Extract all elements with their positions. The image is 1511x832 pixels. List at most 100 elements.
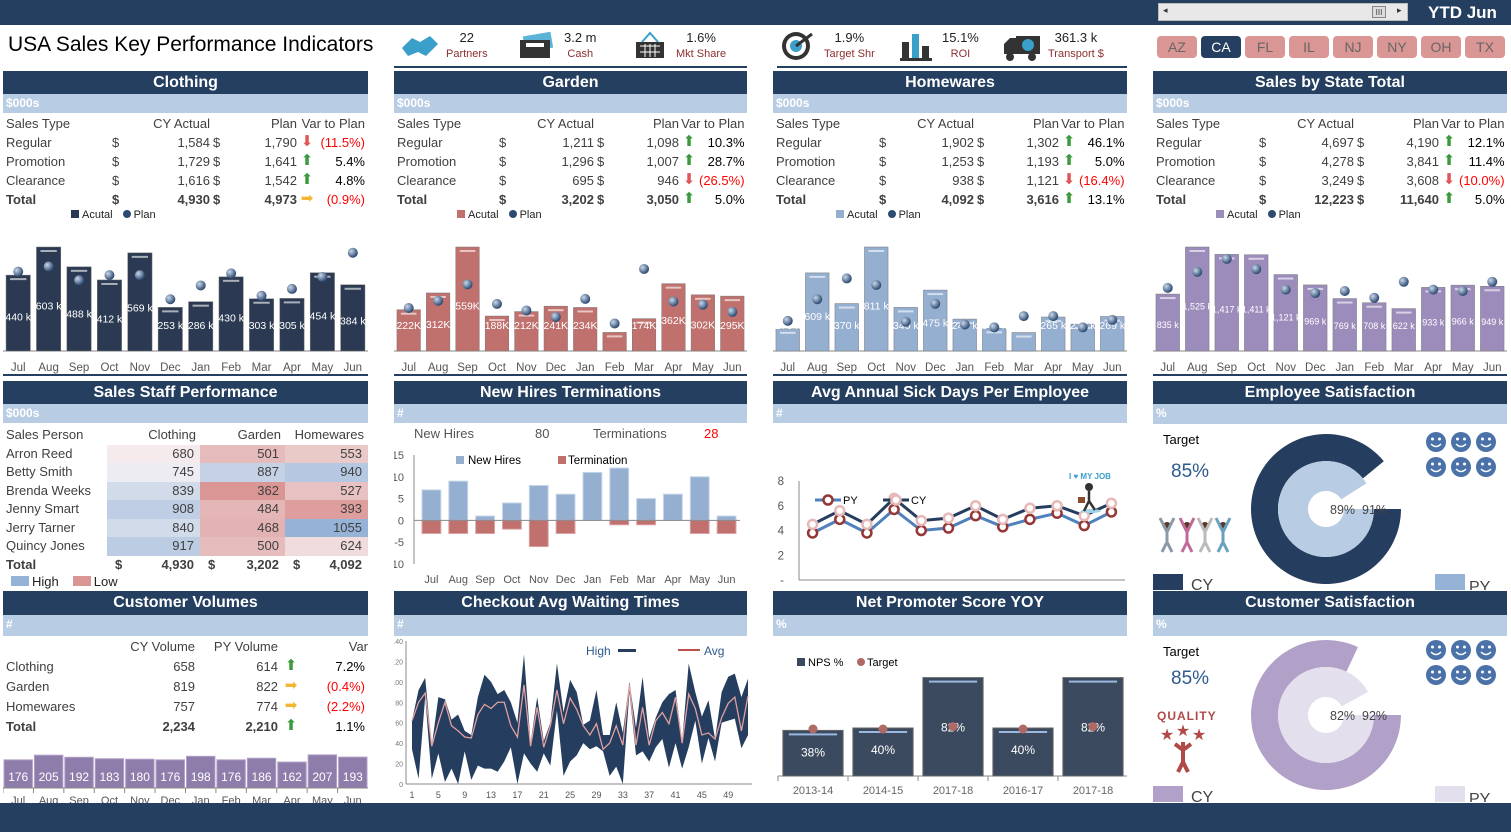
state-button-il[interactable]: IL	[1289, 36, 1329, 58]
kpi-text: 15.1% ROI	[942, 30, 979, 60]
new-hires-total: 80	[535, 426, 550, 441]
i-love-my-job-badge: I ♥ MY JOB	[1069, 472, 1111, 481]
arrow-up-icon: ⬆	[682, 133, 696, 150]
unit-band: $000s	[3, 404, 368, 423]
row-label: Promotion	[6, 154, 66, 169]
state-button-az[interactable]: AZ	[1157, 36, 1197, 58]
currency: $	[208, 556, 216, 572]
total-value: $3,202	[200, 556, 285, 575]
y-tick-label: -5	[394, 537, 404, 549]
cy-marker	[1051, 500, 1063, 512]
py-value-label: 92%	[1362, 709, 1387, 723]
py-marker	[1024, 513, 1036, 526]
volume-label: 198	[191, 770, 211, 784]
currency: $	[213, 135, 221, 150]
row-label: Clearance	[776, 173, 836, 188]
bar-highlight	[283, 301, 301, 304]
scroll-thumb[interactable]: III	[1372, 6, 1386, 18]
py-swatch	[1435, 786, 1465, 802]
month-label: Aug	[807, 362, 827, 374]
bar-highlight	[1159, 297, 1176, 300]
actual-value: 1,902	[941, 135, 974, 150]
header-sales-type: Sales Type	[776, 116, 841, 131]
header-plan: Plan	[270, 116, 297, 131]
state-button-ny[interactable]: NY	[1377, 36, 1417, 58]
bar-highlight	[162, 310, 179, 313]
month-label: Feb	[610, 574, 629, 586]
legend-low: Low	[72, 574, 118, 589]
plan-value: 3,841	[1406, 154, 1439, 169]
month-label: Feb	[605, 362, 625, 374]
actual-value: 3,202	[561, 192, 594, 207]
heat-cell: 362	[200, 481, 285, 500]
currency: $	[597, 154, 605, 169]
header-plan: Plan	[652, 116, 679, 131]
heat-cell: 908	[107, 500, 200, 519]
termination-bar	[421, 519, 442, 534]
month-label: May	[1452, 362, 1474, 374]
row-label: Promotion	[776, 154, 836, 169]
cy-value-label: 89%	[1330, 503, 1355, 517]
bar-value-label: 222K	[396, 320, 421, 332]
header-cy-actual: CY Actual	[153, 116, 210, 131]
kpi-text: 1.6% Mkt Share	[676, 30, 726, 60]
svg-text:★: ★	[1192, 727, 1206, 744]
scroll-right-icon[interactable]: ▸	[1397, 5, 1402, 15]
py-marker	[915, 524, 927, 537]
target-swatch	[857, 658, 865, 666]
sales-person-name: Jerry Tarner	[6, 519, 76, 535]
state-button-tx[interactable]: TX	[1465, 36, 1505, 58]
actual-value: 1,296	[561, 154, 594, 169]
heat-cell: 887	[200, 463, 285, 482]
month-label: Oct	[101, 362, 120, 374]
plan-value: 4,973	[264, 192, 297, 207]
row-label: Clearance	[397, 173, 457, 188]
currency: $	[1259, 192, 1267, 207]
month-label: Mar	[1014, 362, 1034, 374]
header-plan: Plan	[1412, 116, 1439, 131]
legend-actual-label: Acutal	[847, 209, 878, 221]
year-label: 2017-18	[1073, 785, 1113, 797]
month-scrollbar[interactable]: ◂ III ▸	[1158, 3, 1408, 21]
state-button-ca[interactable]: CA	[1201, 36, 1241, 58]
month-label: Dec	[160, 362, 181, 374]
var-value: 28.7%	[707, 154, 745, 169]
sick-panel: Avg Annual Sick Days Per Employee # 8 6 4 2…	[773, 381, 1127, 636]
cy-volume: 658	[173, 659, 195, 674]
currency: $	[879, 192, 887, 207]
new-hires-bar	[689, 476, 710, 521]
volume-bar	[246, 757, 277, 789]
actual-bar	[249, 298, 274, 352]
plan-marker	[697, 299, 708, 310]
plan-value: 1,007	[646, 154, 679, 169]
py-marker	[888, 503, 900, 516]
month-label: Jul	[780, 362, 795, 374]
actual-value: 695	[572, 173, 594, 188]
new-hires-bar	[636, 498, 656, 521]
state-button-oh[interactable]: OH	[1421, 36, 1461, 58]
heat-cell: 468	[200, 518, 285, 537]
sales-table: Sales Type CY Actual Plan Var to Plan Regula…	[1153, 113, 1507, 209]
scroll-left-icon[interactable]: ◂	[1163, 5, 1168, 15]
month-label: Sep	[475, 574, 495, 586]
happy-team-icon	[1158, 517, 1232, 553]
actual-bar	[1155, 293, 1180, 352]
month-label: Jun	[1483, 362, 1502, 374]
var-value: 5.0%	[1474, 192, 1505, 207]
state-button-nj[interactable]: NJ	[1333, 36, 1373, 58]
arrow-up-icon: ⬆	[284, 717, 298, 734]
row-label: Regular	[397, 135, 443, 150]
actual-bar	[775, 328, 800, 352]
plan-marker	[930, 298, 941, 309]
plan-marker	[1428, 284, 1439, 295]
bar-highlight	[1336, 301, 1353, 304]
plan-marker	[1048, 311, 1059, 322]
panel-title: New Hires Terminations	[394, 381, 747, 404]
legend-plan: Plan	[1267, 209, 1301, 223]
bar-highlight	[928, 680, 978, 683]
state-button-fl[interactable]: FL	[1245, 36, 1285, 58]
actual-value: 4,092	[941, 192, 974, 207]
month-label: Oct	[867, 362, 886, 374]
legend-actual: Acutal	[457, 209, 499, 223]
